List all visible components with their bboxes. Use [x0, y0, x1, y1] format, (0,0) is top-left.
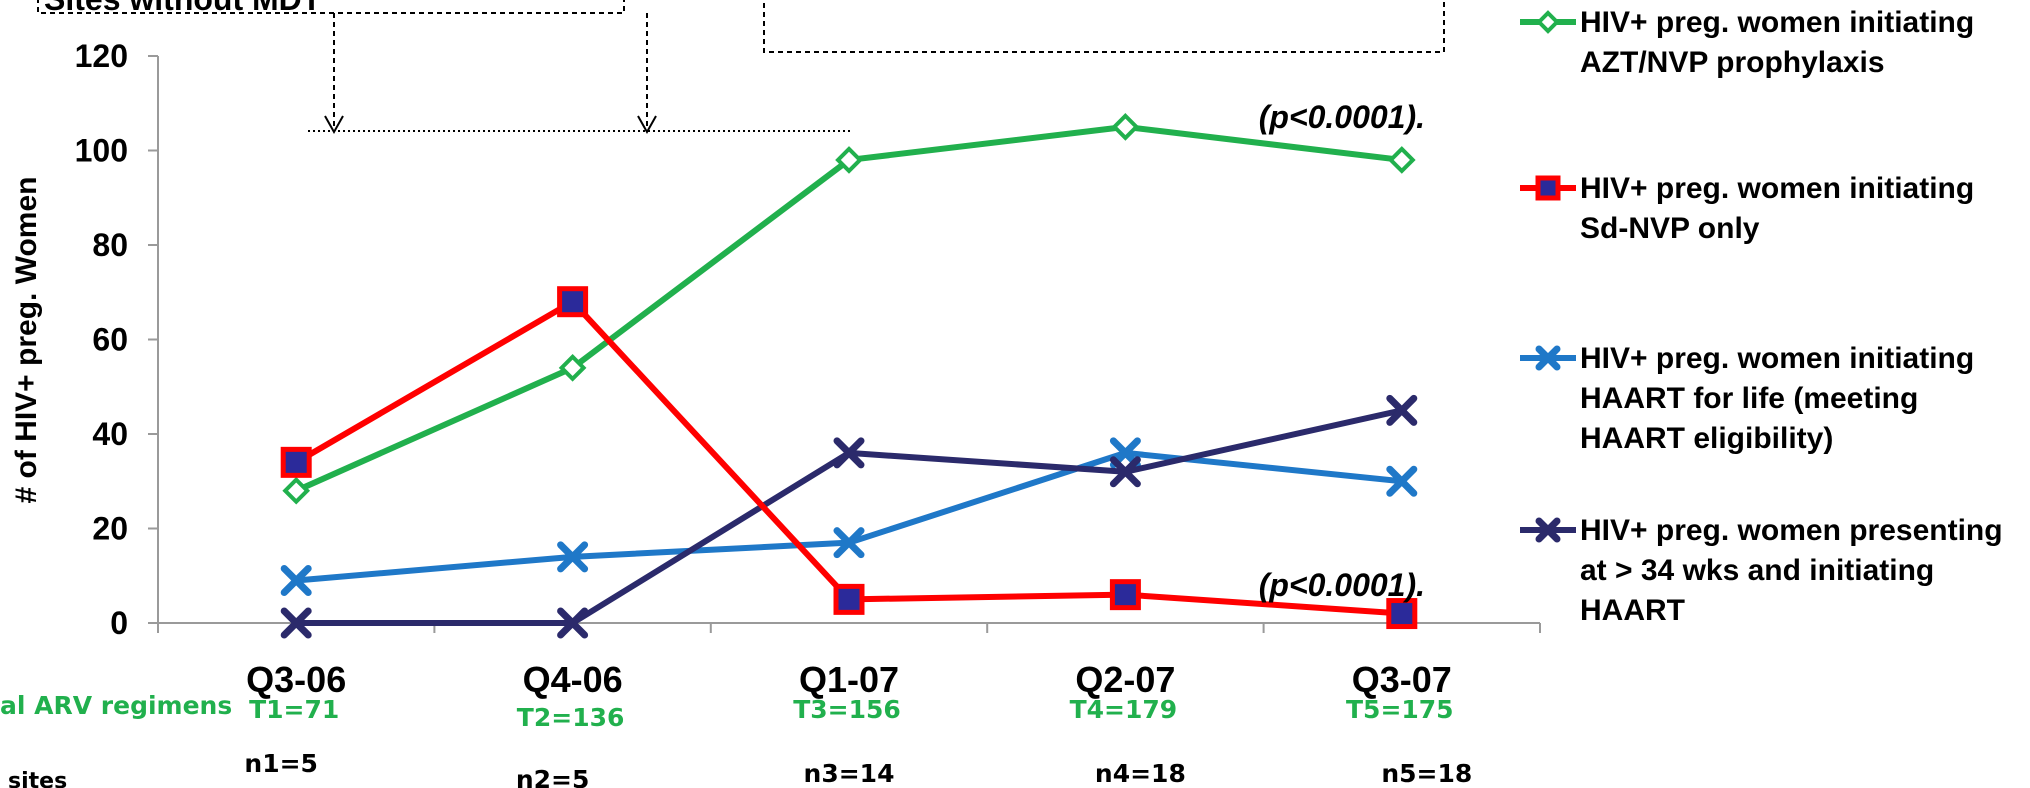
total-label: T2=136 [517, 703, 625, 732]
data-point-marker [1386, 465, 1418, 497]
data-point-marker [1109, 456, 1141, 488]
x-tick-label: Q2-07 [1075, 659, 1175, 700]
site-count-label: n2=5 [516, 765, 590, 788]
total-label: T1=71 [249, 695, 339, 724]
legend-label: HAART for life (meeting [1580, 382, 1918, 415]
legend-label: HIV+ preg. women initiating [1580, 342, 1974, 375]
data-point-marker [280, 446, 312, 478]
marker-stroke [557, 541, 589, 573]
data-point-marker [1535, 517, 1561, 543]
series-layer [280, 113, 1418, 639]
x-tick-label: Q3-06 [246, 659, 346, 700]
sites-row: n1=5 n2=5 n3=14 n4=18 n5=18 [244, 749, 1472, 788]
legend-label: at > 34 wks and initiating [1580, 554, 1934, 587]
total-label: T4=179 [1070, 695, 1178, 724]
totals-row-label: al ARV regimens [0, 691, 232, 720]
y-tick-label: 60 [92, 322, 128, 358]
legend-label: HAART eligibility) [1580, 422, 1833, 455]
y-ticks: 0 20 40 60 80 100 120 [75, 38, 158, 641]
series-4 [280, 394, 1418, 639]
marker-stroke [833, 437, 865, 469]
data-point-marker [1535, 175, 1561, 201]
site-count-label: n1=5 [244, 749, 318, 778]
data-point-marker [833, 437, 865, 469]
total-label: T5=175 [1346, 695, 1454, 724]
y-tick-label: 20 [92, 511, 128, 547]
marker-stroke [280, 607, 312, 639]
legend: HIV+ preg. women initiating AZT/NVP proph… [1520, 6, 2003, 627]
marker-stroke [833, 527, 865, 559]
legend-item: HIV+ preg. women initiating HAART for lif… [1520, 342, 1974, 455]
site-count-label: n5=18 [1381, 759, 1472, 788]
series-line [294, 123, 1403, 494]
x-tick-label: Q3-07 [1352, 659, 1452, 700]
marker-stroke [280, 564, 312, 596]
legend-label: HIV+ preg. women initiating [1580, 6, 1974, 39]
p-value-bottom: (p<0.0001). [1259, 567, 1425, 603]
data-point-marker [558, 354, 587, 382]
data-point-marker [557, 541, 589, 573]
marker-stroke [1535, 345, 1561, 371]
legend-label: Sd-NVP only [1580, 212, 1760, 245]
y-tick-label: 100 [75, 133, 128, 169]
category-labels: Q3-06 Q4-06 Q1-07 Q2-07 Q3-07 [246, 659, 1452, 700]
data-point-marker [282, 476, 311, 505]
data-point-marker [1386, 598, 1418, 630]
site-count-label: n4=18 [1095, 759, 1186, 788]
y-tick-label: 80 [92, 227, 128, 263]
data-point-marker [280, 607, 312, 639]
sites-row-label: sites [8, 769, 67, 788]
marker-stroke [1109, 456, 1141, 488]
marker-stroke [1535, 517, 1561, 543]
legend-item: HIV+ preg. women presenting at > 34 wks a… [1520, 514, 2003, 627]
y-tick-label: 0 [110, 605, 128, 641]
legend-label: HIV+ preg. women presenting [1580, 514, 2003, 547]
y-tick-label: 40 [92, 416, 128, 452]
legend-item: HIV+ preg. women initiating AZT/NVP proph… [1520, 6, 1974, 79]
y-tick-label: 120 [75, 38, 128, 74]
x-tick-label: Q4-06 [523, 659, 623, 700]
series-2 [280, 286, 1418, 630]
annotation-box-left [37, 0, 625, 14]
p-value-top: (p<0.0001). [1259, 99, 1425, 135]
data-point-marker [1536, 10, 1560, 34]
marker-stroke [1386, 465, 1418, 497]
annotation-arrows [308, 13, 852, 135]
total-label: T3=156 [793, 695, 901, 724]
annotation-box-right [763, 0, 1445, 53]
series-line [295, 449, 1403, 584]
marker-stroke [557, 607, 589, 639]
legend-label: HAART [1580, 594, 1685, 627]
x-tick-label: Q1-07 [799, 659, 899, 700]
data-point-marker [833, 583, 865, 615]
data-point-marker [1109, 579, 1141, 611]
data-point-marker [833, 527, 865, 559]
y-axis-label: # of HIV+ preg. Women [10, 177, 43, 504]
legend-label: AZT/NVP prophylaxis [1580, 46, 1885, 79]
legend-item: HIV+ preg. women initiating Sd-NVP only [1520, 172, 1974, 245]
series-1 [282, 113, 1416, 505]
data-point-marker [557, 607, 589, 639]
data-point-marker [557, 286, 589, 318]
data-point-marker [835, 146, 863, 174]
data-point-marker [1111, 113, 1140, 141]
totals-row: T1=71 T2=136 T3=156 T4=179 T5=175 [249, 695, 1453, 732]
data-point-marker [280, 564, 312, 596]
marker-stroke [1386, 394, 1418, 426]
site-count-label: n3=14 [804, 759, 895, 788]
series-3 [280, 437, 1418, 596]
legend-label: HIV+ preg. women initiating [1580, 172, 1974, 205]
data-point-marker [1386, 394, 1418, 426]
data-point-marker [1387, 146, 1416, 174]
data-point-marker [1535, 345, 1561, 371]
annotation-box-left-text: Sites without MDT [44, 0, 322, 17]
